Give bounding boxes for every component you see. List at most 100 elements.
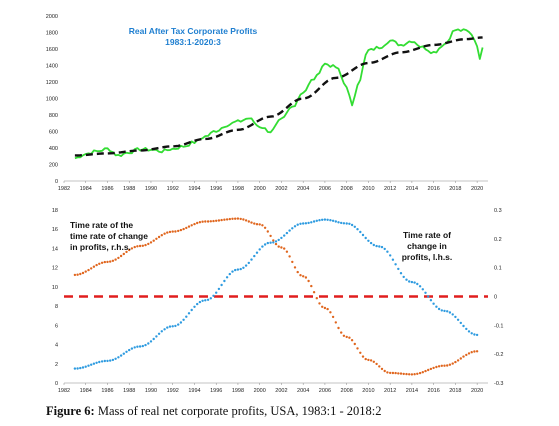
chart2-series-rate-of-change-point [92,362,96,365]
chart2-series-rate-of-rate-point [100,261,104,264]
chart2-series-rate-of-change-point [402,275,405,279]
chart2-series-rate-of-change-point [470,332,473,335]
chart2-series-rate-of-change-point [114,357,117,360]
chart2-series-rate-of-change-point [109,359,112,362]
chart2-series-rate-of-rate-point [253,222,256,225]
chart2-series-rate-of-change-point [255,251,259,254]
chart2-series-rate-of-change-point [318,219,321,222]
chart2-y-left-tick-label: 0 [55,381,58,387]
chart2-series-rate-of-change-point [277,238,280,242]
chart2-series-rate-of-rate-point [315,297,318,300]
chart2-series-rate-of-rate-point [231,217,234,220]
chart2-series-rate-of-rate-point [163,232,166,235]
chart1-y-tick-label: 1200 [46,80,58,86]
chart2-series-rate-of-change-point [383,247,386,251]
chart1-x-tick-label: 2006 [319,186,331,192]
chart1-y-tick-label: 400 [49,146,58,152]
chart2-series-rate-of-change-point [418,285,422,288]
chart2-x-tick-label: 1996 [210,388,222,394]
chart2-series-rate-of-change-point [459,321,462,325]
chart2-series-rate-of-change-point [111,358,115,362]
chart2-series-rate-of-change-point [329,219,332,222]
chart2-series-rate-of-change-point [144,343,147,347]
chart2-y-left-tick-label: 10 [52,285,58,291]
chart2-series-rate-of-change-point [177,323,180,326]
chart2-series-rate-of-rate-point [340,331,343,334]
chart1-x-tick-label: 1988 [123,186,135,192]
chart2-series-rate-of-rate-point [361,355,365,358]
chart2-series-rate-of-change-point [258,248,261,251]
chart2-series-rate-of-change-point [397,267,400,271]
chart2-series-rate-of-change-point [437,307,441,311]
chart2-series-rate-of-rate-point [331,315,335,319]
chart1-y-tick-label: 0 [55,179,58,185]
chart2-series-rate-of-rate-point [144,243,147,247]
chart2-series-rate-of-change-point [122,352,126,355]
chart1-x-tick-label: 2012 [384,186,396,192]
chart2-series-rate-of-change-point [160,330,163,333]
chart2-series-rate-of-rate-point [413,373,416,376]
chart2-series-rate-of-rate-point [182,227,185,231]
chart2-series-rate-of-change-point [364,236,367,240]
chart2-series-rate-of-rate-point [310,284,313,288]
chart2-series-rate-of-change-point [288,229,291,232]
chart2-series-rate-of-rate-point [389,371,392,375]
chart1-y-tick-label: 800 [49,113,58,119]
chart2-series-rate-of-change-point [190,308,193,312]
chart2-series-rate-of-change-point [416,282,419,286]
chart2-series-rate-of-rate-point [274,242,278,246]
chart2-series-rate-of-change-point [310,221,313,224]
chart2-series-rate-of-change-point [106,359,109,363]
chart2-series-rate-of-change-point [323,218,327,221]
chart2-series-rate-of-rate-point [106,260,109,264]
chart2-series-rate-of-change-point [130,347,134,350]
chart2-series-rate-of-change-point [133,346,136,349]
chart2-series-rate-of-rate-point [318,302,321,305]
chart2-series-rate-of-change-point [454,315,457,319]
chart2-x-tick-label: 1990 [145,388,157,394]
chart2-series-rate-of-rate-point [353,342,356,346]
chart2-series-rate-of-rate-point [418,371,422,375]
chart1-x-tick-label: 2018 [449,186,461,192]
chart2-x-tick-label: 1984 [80,388,92,394]
chart2-series-rate-of-change-point [389,254,392,257]
chart2-series-rate-of-change-point [350,223,354,227]
chart2-series-rate-of-rate-point [416,372,419,375]
chart2-series-rate-of-change-point [427,295,430,298]
chart2-series-rate-of-rate-point [378,365,381,368]
chart1-y-tick-label: 200 [49,163,58,169]
chart2-series-rate-of-change-point [462,324,465,328]
chart2-series-rate-of-change-point [432,302,435,305]
chart2-series-rate-of-change-point [475,333,479,337]
chart2-series-rate-of-rate-point [269,234,272,238]
chart2-series-rate-of-change-point [250,258,253,261]
chart2-series-rate-of-rate-point [122,252,126,256]
chart2-series-rate-of-rate-point [220,218,223,222]
chart2-series-rate-of-change-point [291,227,294,230]
chart2-series-rate-of-rate-point [125,250,128,254]
chart2-series-rate-of-change-point [174,324,177,328]
chart2-series-rate-of-rate-point [130,247,134,250]
chart1-title: Real After Tax Corporate Profits [129,26,258,36]
chart2-y-left-tick-label: 4 [55,343,58,349]
chart2-series-rate-of-rate-point [443,364,446,367]
chart2-series-rate-of-rate-point [359,351,362,354]
annotation-rhs-line-1: Time rate of the [70,220,133,230]
chart2-series-rate-of-change-point [386,250,389,253]
chart2-series-rate-of-rate-point [307,279,310,283]
chart2-series-rate-of-change-point [103,359,107,363]
annotation-lhs-line-3: profits, l.h.s. [402,252,453,262]
chart2-series-rate-of-rate-point [147,242,150,246]
chart2-series-rate-of-change-point [209,297,212,300]
chart2-series-rate-of-rate-point [187,225,191,228]
chart2-x-tick-label: 1992 [167,388,179,394]
chart2-x-tick-label: 2012 [384,388,396,394]
chart2-series-rate-of-rate-point [448,363,452,366]
chart2-series-rate-of-change-point [215,291,218,294]
chart2-series-rate-of-rate-point [465,353,468,357]
chart2-series-rate-of-change-point [413,281,416,284]
chart2-series-rate-of-change-point [100,360,104,363]
chart2-series-rate-of-rate-point [334,321,337,324]
chart2-series-rate-of-rate-point [293,266,297,269]
chart2-x-tick-label: 1988 [123,388,135,394]
